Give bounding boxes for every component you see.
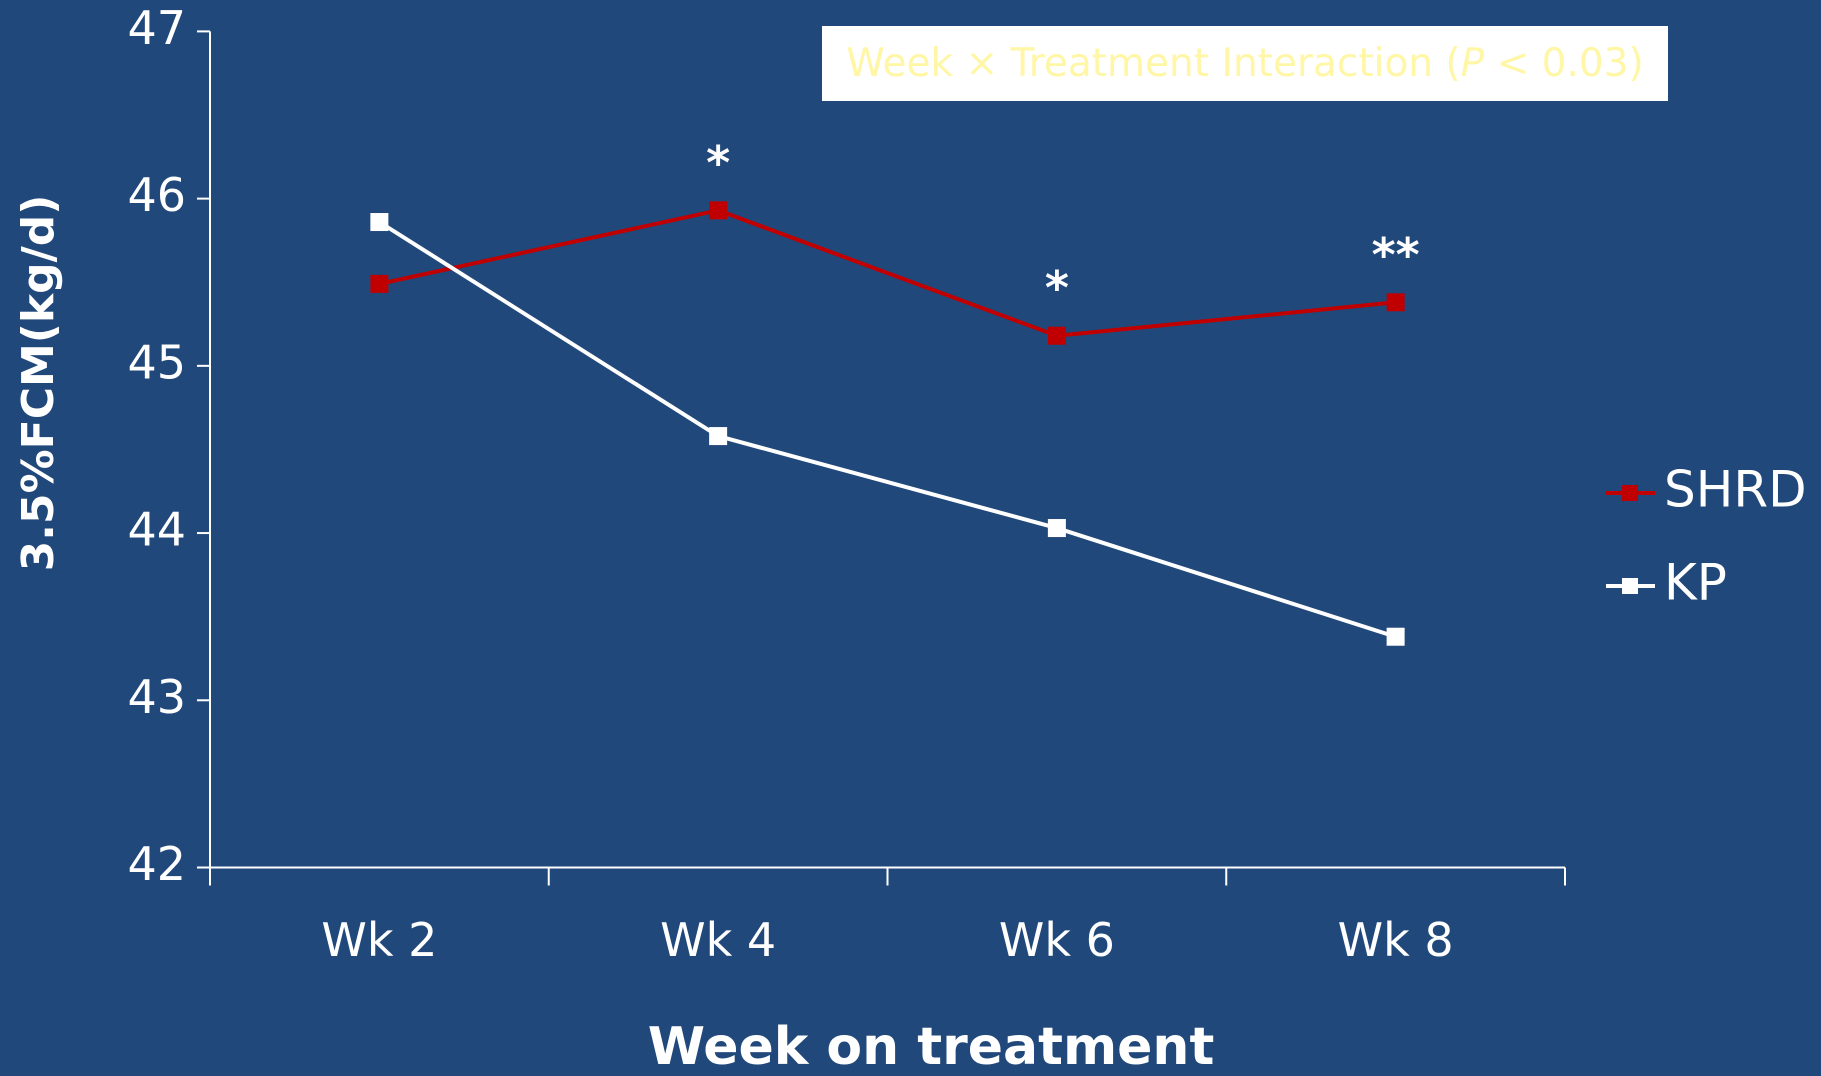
y-tick-label: 47 xyxy=(127,1,186,55)
data-point xyxy=(370,213,389,232)
legend-label: SHRD xyxy=(1664,461,1807,519)
data-point xyxy=(1386,627,1405,646)
significance-marker: ** xyxy=(1372,228,1420,282)
x-tick-label: Wk 2 xyxy=(321,913,437,967)
y-tick-label: 43 xyxy=(127,670,186,724)
x-tick-label: Wk 8 xyxy=(1338,913,1454,967)
data-point xyxy=(1047,326,1066,345)
data-point xyxy=(1386,293,1405,312)
data-point xyxy=(709,427,728,446)
legend-marker xyxy=(1622,578,1638,594)
y-axis-label: 3.5%FCM(kg/d) xyxy=(13,195,64,572)
series-line xyxy=(378,208,1396,338)
annotation-text: Week × Treatment Interaction (P < 0.03) xyxy=(846,41,1643,86)
legend-label: KP xyxy=(1664,554,1727,612)
y-tick-label: 44 xyxy=(127,503,186,557)
annotation-part: P xyxy=(1461,41,1485,86)
y-tick-label: 45 xyxy=(127,335,186,389)
data-point xyxy=(370,274,389,293)
annotation-box xyxy=(822,26,1668,101)
x-tick-label: Wk 4 xyxy=(660,913,776,967)
legend-marker xyxy=(1622,485,1638,501)
significance-marker: * xyxy=(706,136,730,190)
annotation-part: Week × Treatment Interaction ( xyxy=(846,41,1460,86)
data-point xyxy=(709,201,728,220)
series-line xyxy=(378,220,1397,639)
y-tick-label: 42 xyxy=(127,837,186,891)
x-axis-label: Week on treatment xyxy=(648,1017,1215,1076)
annotation-part: < 0.03) xyxy=(1484,41,1644,86)
data-point xyxy=(1047,519,1066,538)
x-tick-label: Wk 6 xyxy=(999,913,1115,967)
y-tick-label: 46 xyxy=(127,168,186,222)
significance-marker: * xyxy=(1045,261,1069,315)
